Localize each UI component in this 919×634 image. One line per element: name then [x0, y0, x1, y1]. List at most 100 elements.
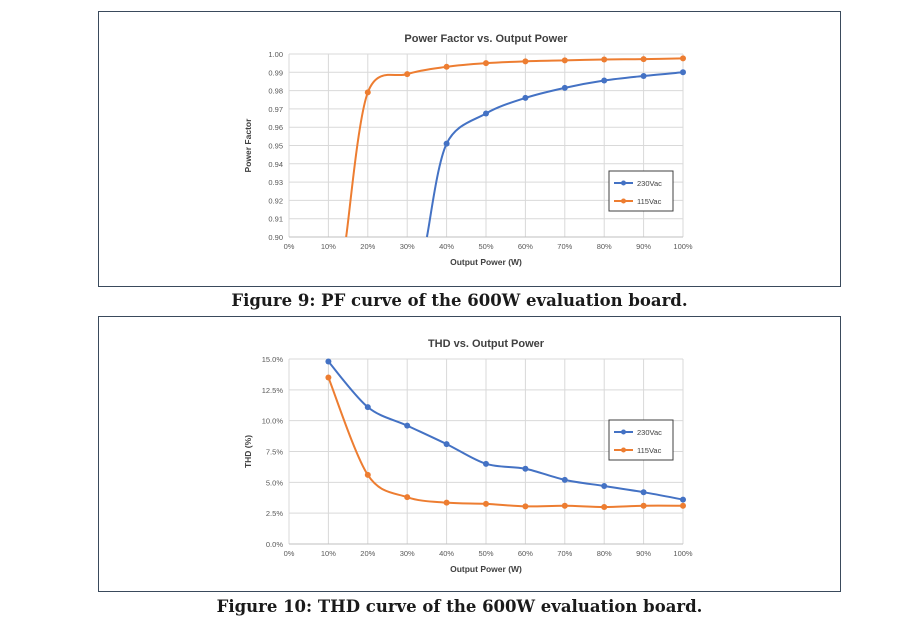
- thd-point-115vac: [364, 471, 371, 478]
- thd-point-115vac: [680, 502, 686, 509]
- pf-y-tick-label: 0.90: [268, 233, 283, 242]
- pf-x-tick-label: 70%: [557, 242, 572, 251]
- thd-point-115vac: [325, 374, 332, 381]
- pf-point-230vac: [483, 110, 489, 117]
- thd-point-115vac: [483, 500, 489, 507]
- thd-point-230vac: [483, 460, 489, 467]
- thd-y-tick-label: 15.0%: [262, 355, 284, 364]
- pf-x-tick-label: 100%: [673, 242, 693, 251]
- pf-y-tick-label: 0.96: [268, 123, 283, 132]
- thd-x-tick-label: 30%: [400, 549, 415, 558]
- pf-y-tick-label: 0.92: [268, 196, 283, 205]
- thd-point-230vac: [640, 489, 647, 496]
- pf-point-115vac: [404, 71, 411, 78]
- pf-y-tick-label: 0.91: [268, 215, 283, 224]
- thd-legend-marker: [621, 447, 626, 453]
- pf-x-tick-label: 40%: [439, 242, 454, 251]
- thd-point-230vac: [364, 404, 371, 411]
- thd-series-line-115vac: [327, 377, 683, 509]
- pf-point-115vac: [483, 60, 489, 67]
- thd-point-115vac: [522, 503, 529, 510]
- pf-point-230vac: [640, 72, 647, 79]
- thd-point-115vac: [601, 504, 608, 510]
- thd-x-tick-label: 100%: [673, 549, 693, 558]
- pf-point-115vac: [443, 63, 450, 70]
- thd-legend-label: 230Vac: [637, 428, 662, 437]
- thd-point-115vac: [443, 499, 450, 506]
- thd-y-tick-label: 12.5%: [262, 386, 284, 395]
- thd-x-tick-label: 70%: [557, 549, 572, 558]
- thd-x-tick-label: 10%: [321, 549, 336, 558]
- pf-y-tick-label: 0.99: [268, 68, 283, 77]
- figure-9-frame: Power Factor vs. Output Power 0.90 0.91 0.9…: [98, 11, 841, 287]
- pf-point-230vac: [443, 140, 450, 147]
- thd-point-230vac: [325, 358, 332, 365]
- thd-point-115vac: [404, 494, 411, 501]
- pf-y-tick-label: 0.98: [268, 87, 283, 96]
- pf-point-115vac: [680, 55, 686, 62]
- pf-point-115vac: [640, 56, 647, 63]
- thd-x-tick-label: 90%: [636, 549, 651, 558]
- thd-point-230vac: [561, 476, 568, 483]
- pf-point-115vac: [522, 58, 529, 65]
- pf-chart-title: Power Factor vs. Output Power: [404, 33, 568, 45]
- pf-point-115vac: [364, 89, 371, 96]
- thd-y-tick-label: 7.5%: [266, 448, 283, 457]
- thd-point-230vac: [522, 465, 529, 472]
- figure-10-caption: Figure 10: THD curve of the 600W evaluat…: [216, 597, 703, 616]
- pf-point-230vac: [680, 69, 686, 76]
- pf-x-tick-label: 90%: [636, 242, 651, 251]
- pf-y-tick-label: 0.97: [268, 105, 283, 114]
- pf-chart: Power Factor vs. Output Power 0.90 0.91 0.9…: [243, 33, 693, 267]
- pf-x-tick-label: 50%: [478, 242, 493, 251]
- pf-x-tick-label: 60%: [518, 242, 533, 251]
- thd-chart: THD vs. Output Power 0.0% 2.5% 5.0% 7.5% 10.0…: [243, 338, 693, 574]
- pf-y-axis-label: Power Factor: [243, 118, 253, 173]
- pf-y-tick-label: 1.00: [268, 50, 283, 59]
- thd-point-115vac: [640, 502, 647, 509]
- pf-x-tick-label: 0%: [284, 242, 295, 251]
- pf-x-tick-label: 80%: [597, 242, 612, 251]
- thd-y-tick-label: 10.0%: [262, 417, 284, 426]
- pf-x-axis-label: Output Power (W): [450, 257, 522, 267]
- pf-point-115vac: [601, 56, 608, 63]
- thd-point-230vac: [404, 422, 411, 429]
- pf-x-tick-label: 30%: [400, 242, 415, 251]
- thd-legend-label: 115Vac: [637, 446, 662, 455]
- thd-y-tick-label: 2.5%: [266, 509, 283, 518]
- pf-y-tick-label: 0.94: [268, 160, 283, 169]
- figure-10-frame: THD vs. Output Power 0.0% 2.5% 5.0% 7.5% 10.0…: [98, 316, 841, 592]
- thd-x-tick-label: 40%: [439, 549, 454, 558]
- thd-x-tick-label: 60%: [518, 549, 533, 558]
- thd-y-tick-label: 0.0%: [266, 540, 283, 549]
- thd-point-230vac: [601, 483, 608, 490]
- pf-y-tick-label: 0.93: [268, 178, 283, 187]
- thd-series-line-230vac: [327, 360, 683, 501]
- pf-legend: [608, 170, 674, 212]
- thd-legend-marker: [621, 429, 626, 435]
- thd-chart-title: THD vs. Output Power: [428, 338, 545, 350]
- thd-x-tick-label: 0%: [284, 549, 295, 558]
- pf-x-tick-label: 10%: [321, 242, 336, 251]
- pf-legend-marker: [621, 180, 626, 186]
- thd-point-230vac: [443, 441, 450, 448]
- figure-9-caption: Figure 9: PF curve of the 600W evaluatio…: [231, 291, 688, 310]
- thd-x-tick-label: 20%: [360, 549, 375, 558]
- pf-point-230vac: [522, 94, 529, 101]
- thd-y-tick-label: 5.0%: [266, 478, 283, 487]
- pf-legend-label: 230Vac: [637, 179, 662, 188]
- pf-legend-label: 115Vac: [637, 197, 662, 206]
- thd-x-tick-label: 80%: [597, 549, 612, 558]
- thd-x-tick-label: 50%: [478, 549, 493, 558]
- pf-point-230vac: [601, 77, 608, 84]
- thd-point-115vac: [561, 502, 568, 509]
- pf-point-115vac: [561, 57, 568, 64]
- pf-point-230vac: [561, 84, 568, 91]
- thd-point-230vac: [680, 496, 686, 503]
- pf-legend-marker: [621, 198, 626, 204]
- thd-x-axis-label: Output Power (W): [450, 564, 522, 574]
- pf-y-tick-label: 0.95: [268, 142, 283, 151]
- pf-x-tick-label: 20%: [360, 242, 375, 251]
- thd-legend: [608, 419, 674, 461]
- pf-series-line-230vac: [425, 71, 683, 238]
